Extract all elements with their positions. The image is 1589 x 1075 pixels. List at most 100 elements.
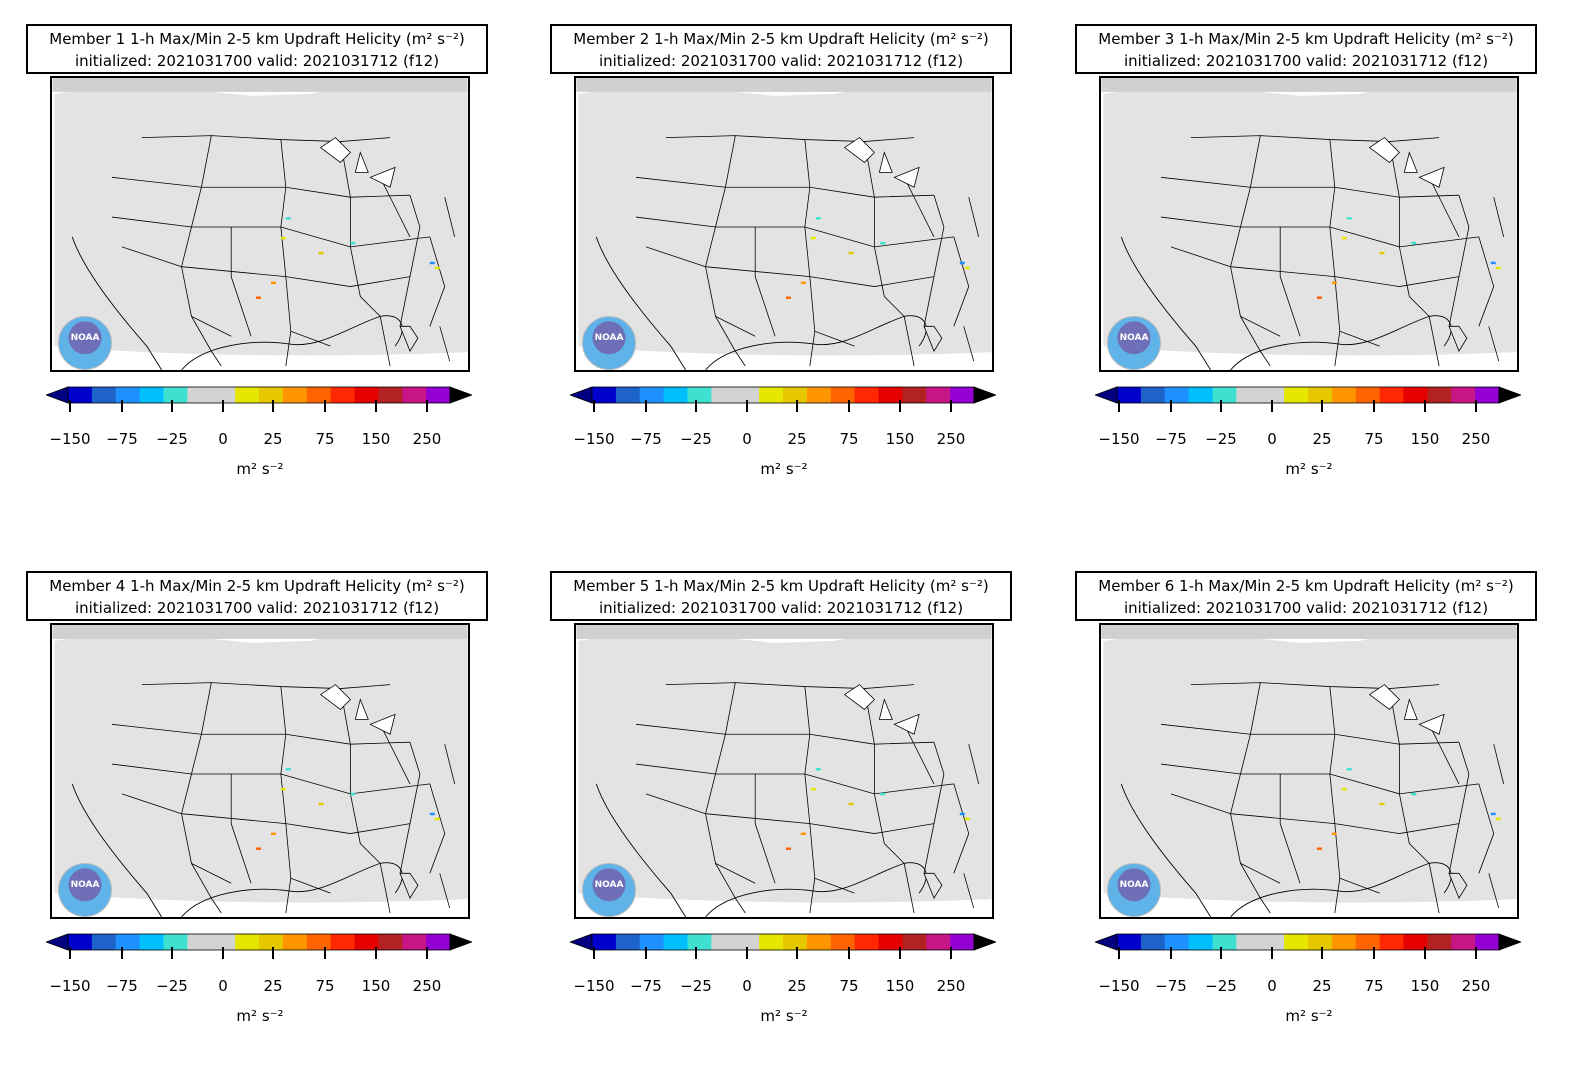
colorbar-tick [1118, 400, 1120, 412]
colorbar-tick [950, 947, 952, 959]
panel-subtitle: initialized: 2021031700 valid: 202103171… [598, 52, 964, 70]
panel-title: Member 2 1-h Max/Min 2-5 km Updraft Heli… [573, 30, 926, 48]
colorbar-tick-label: −150 [573, 430, 615, 448]
colorbar-tick-label: 150 [361, 430, 391, 448]
panel-title-box: Member 1 1-h Max/Min 2-5 km Updraft Heli… [26, 24, 488, 74]
colorbar-tick-label: 0 [742, 430, 752, 448]
colorbar-tick-label: −150 [1098, 977, 1140, 995]
panel-title-line: Member 1 1-h Max/Min 2-5 km Updraft Heli… [49, 30, 465, 48]
colorbar-tick-label: 250 [936, 430, 966, 448]
panel-title-unit: m² s⁻² [935, 577, 983, 595]
panel-title: Member 1 1-h Max/Min 2-5 km Updraft Heli… [49, 30, 402, 48]
panel-subtitle: initialized: 2021031700 valid: 202103171… [74, 599, 440, 617]
colorbar-tick-label: −25 [680, 430, 712, 448]
panel-subtitle: initialized: 2021031700 valid: 202103171… [74, 52, 440, 70]
colorbar-tick [426, 400, 428, 412]
panel-title-box: Member 6 1-h Max/Min 2-5 km Updraft Heli… [1075, 571, 1537, 621]
noaa-logo-text: NOAA [594, 333, 624, 343]
colorbar-tick-label: 250 [1461, 977, 1491, 995]
colorbar-ticks: −150 −75 −25 0 25 75 150 250 [1049, 400, 1569, 460]
colorbar-tick [324, 400, 326, 412]
colorbar-tick-label: 250 [412, 977, 442, 995]
colorbar-tick-label: 0 [1267, 430, 1277, 448]
colorbar-tick [796, 947, 798, 959]
colorbar-tick [746, 400, 748, 412]
panel-title-box: Member 3 1-h Max/Min 2-5 km Updraft Heli… [1075, 24, 1537, 74]
colorbar-tick-label: 25 [787, 977, 807, 995]
colorbar-ticks: −150 −75 −25 0 25 75 150 250 [524, 947, 1044, 1007]
colorbar-tick [1321, 947, 1323, 959]
colorbar-tick-label: 0 [218, 430, 228, 448]
colorbar-tick-label: 75 [315, 430, 335, 448]
noaa-logo: NOAA [58, 863, 112, 917]
colorbar-unit-label: m² s⁻² [760, 460, 808, 478]
colorbar-tick [645, 947, 647, 959]
map-frame: NOAA [1099, 623, 1519, 919]
colorbar-tick [121, 947, 123, 959]
colorbar-tick-label: 0 [742, 977, 752, 995]
panel-title-unit: m² s⁻² [1460, 30, 1508, 48]
colorbar-tick-label: −25 [680, 977, 712, 995]
map-panel-member-5: Member 5 1-h Max/Min 2-5 km Updraft Heli… [524, 547, 1044, 1047]
colorbar-tick-label: 25 [263, 977, 283, 995]
colorbar-tick [222, 400, 224, 412]
panel-title: Member 3 1-h Max/Min 2-5 km Updraft Heli… [1098, 30, 1451, 48]
panel-title-box: Member 2 1-h Max/Min 2-5 km Updraft Heli… [550, 24, 1012, 74]
colorbar-tick [695, 400, 697, 412]
colorbar-tick-label: 0 [218, 977, 228, 995]
colorbar-tick-label: 75 [839, 430, 859, 448]
colorbar-tick [1220, 947, 1222, 959]
colorbar-tick-label: 250 [936, 977, 966, 995]
colorbar-tick [375, 947, 377, 959]
colorbar-tick-label: −150 [49, 977, 91, 995]
map-frame: NOAA [574, 623, 994, 919]
colorbar-tick-label: 75 [315, 977, 335, 995]
map-frame: NOAA [574, 76, 994, 372]
colorbar-tick [1373, 947, 1375, 959]
colorbar-unit-label: m² s⁻² [760, 1007, 808, 1025]
colorbar-tick-label: −25 [1205, 430, 1237, 448]
colorbar-tick-label: 25 [263, 430, 283, 448]
colorbar-tick [1424, 400, 1426, 412]
colorbar-tick [222, 947, 224, 959]
panel-title-line: Member 6 1-h Max/Min 2-5 km Updraft Heli… [1098, 577, 1514, 595]
map-frame: NOAA [50, 623, 470, 919]
colorbar-tick [272, 947, 274, 959]
map-frame: NOAA [1099, 76, 1519, 372]
noaa-logo: NOAA [1107, 316, 1161, 370]
panel-title-unit: m² s⁻² [411, 30, 459, 48]
colorbar-tick [1373, 400, 1375, 412]
noaa-logo: NOAA [1107, 863, 1161, 917]
panel-title-unit: m² s⁻² [411, 577, 459, 595]
colorbar [44, 932, 474, 952]
colorbar-tick [1118, 947, 1120, 959]
colorbar-unit-label: m² s⁻² [1285, 1007, 1333, 1025]
map-panel-member-4: Member 4 1-h Max/Min 2-5 km Updraft Heli… [0, 547, 520, 1047]
map-panel-member-6: Member 6 1-h Max/Min 2-5 km Updraft Heli… [1049, 547, 1569, 1047]
colorbar-tick [324, 947, 326, 959]
map-panel-member-1: Member 1 1-h Max/Min 2-5 km Updraft Heli… [0, 0, 520, 500]
noaa-logo: NOAA [582, 863, 636, 917]
colorbar-ticks: −150 −75 −25 0 25 75 150 250 [1049, 947, 1569, 1007]
colorbar-tick [1475, 400, 1477, 412]
panel-title-unit: m² s⁻² [935, 30, 983, 48]
map-panel-member-2: Member 2 1-h Max/Min 2-5 km Updraft Heli… [524, 0, 1044, 500]
colorbar-tick-label: 25 [1312, 977, 1332, 995]
colorbar-tick [1321, 400, 1323, 412]
colorbar-tick-label: −150 [573, 977, 615, 995]
colorbar-tick [1220, 400, 1222, 412]
colorbar-tick [899, 400, 901, 412]
colorbar-tick [1424, 947, 1426, 959]
panel-title-line: Member 3 1-h Max/Min 2-5 km Updraft Heli… [1098, 30, 1514, 48]
colorbar-unit-label: m² s⁻² [236, 460, 284, 478]
colorbar-tick [746, 947, 748, 959]
panel-title: Member 4 1-h Max/Min 2-5 km Updraft Heli… [49, 577, 402, 595]
colorbar-ticks: −150 −75 −25 0 25 75 150 250 [0, 400, 520, 460]
panel-title-line: Member 4 1-h Max/Min 2-5 km Updraft Heli… [49, 577, 465, 595]
colorbar-tick [272, 400, 274, 412]
colorbar-tick-label: −150 [49, 430, 91, 448]
colorbar-tick [848, 947, 850, 959]
panel-title-box: Member 5 1-h Max/Min 2-5 km Updraft Heli… [550, 571, 1012, 621]
colorbar-tick [1475, 947, 1477, 959]
colorbar-tick [593, 947, 595, 959]
